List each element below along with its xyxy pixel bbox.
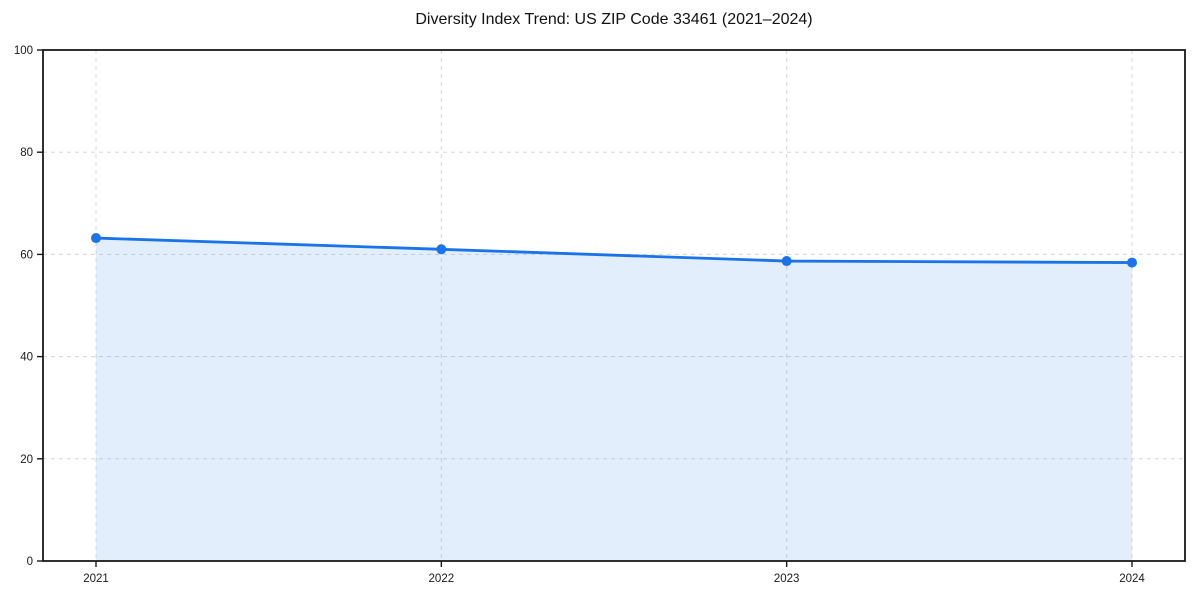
plot-border	[42, 49, 1186, 562]
y-tick-label: 0	[27, 556, 33, 568]
x-tick-label: 2023	[774, 573, 800, 585]
y-tick-label: 100	[14, 45, 33, 57]
y-tick-label: 40	[20, 352, 33, 364]
x-tick-label: 2022	[429, 573, 455, 585]
y-tick-label: 60	[20, 249, 33, 261]
y-tick-label: 20	[20, 454, 33, 466]
y-tick-label: 80	[20, 147, 33, 159]
area-fill	[96, 238, 1132, 561]
data-point-2024	[1127, 257, 1137, 268]
x-tick-label: 2024	[1119, 573, 1145, 585]
data-point-2022	[436, 244, 447, 255]
data-point-2021	[91, 233, 101, 244]
chart-title: Diversity Index Trend: US ZIP Code 33461…	[415, 11, 813, 28]
data-point-2023	[781, 256, 792, 267]
trend-line	[94, 236, 1134, 264]
x-tick-label: 2021	[83, 573, 109, 585]
